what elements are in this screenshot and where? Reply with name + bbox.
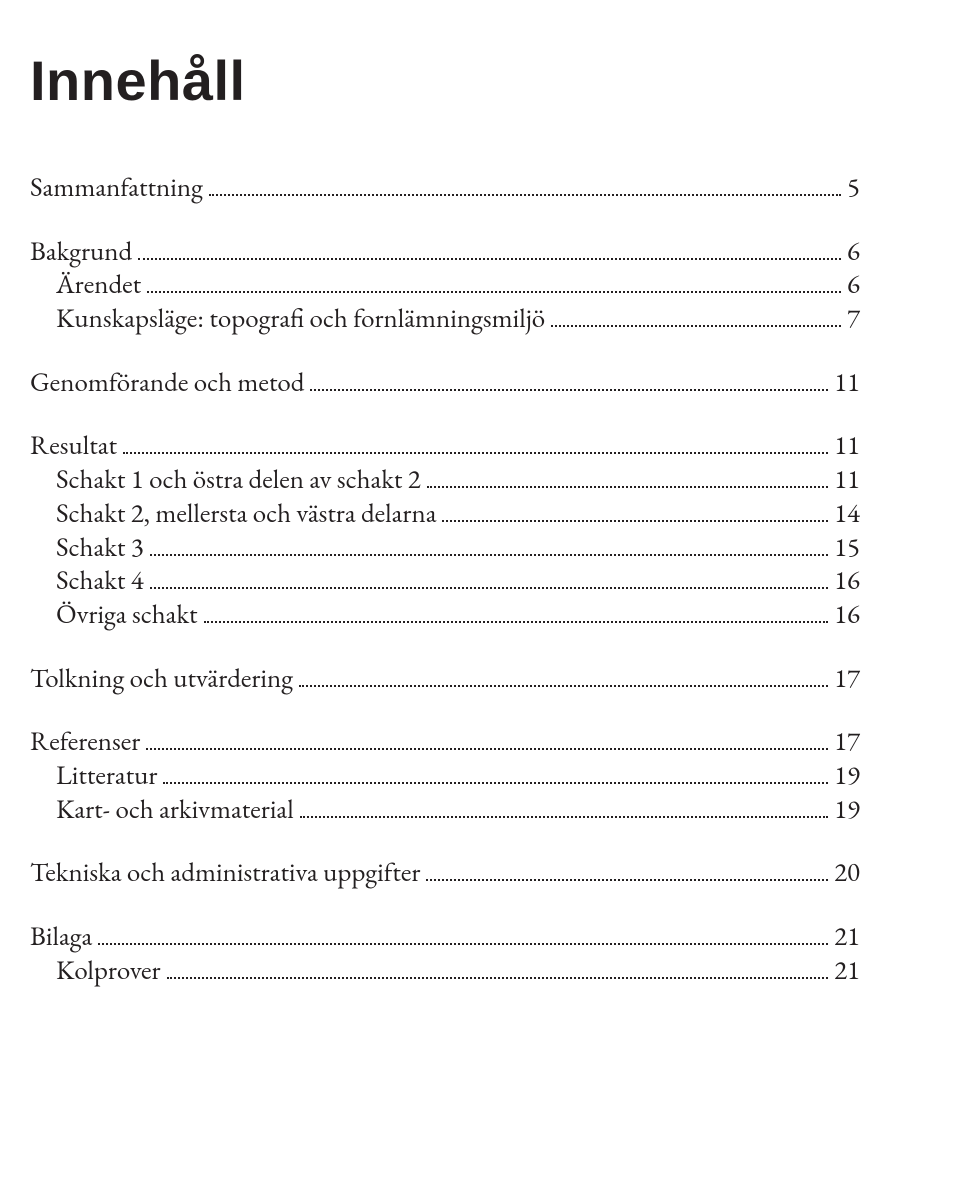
- toc-row: Sammanfattning 5: [30, 173, 860, 203]
- toc-leader: [300, 801, 828, 818]
- toc-label: Kunskapsläge: topografi och fornlämnings…: [56, 304, 545, 334]
- toc-group: Tekniska och administrativa uppgifter 20: [30, 858, 860, 888]
- toc-page-number: 11: [834, 368, 860, 398]
- toc-label: Schakt 1 och östra delen av schakt 2: [56, 465, 421, 495]
- toc-label: Sammanfattning: [30, 173, 203, 203]
- toc-page-number: 6: [847, 237, 860, 267]
- toc-page-number: 19: [834, 795, 860, 825]
- toc-leader: [167, 962, 829, 979]
- toc-row: Schakt 4 16: [30, 566, 860, 596]
- toc-row: Litteratur 19: [30, 761, 860, 791]
- toc-row: Schakt 1 och östra delen av schakt 2 11: [30, 465, 860, 495]
- toc-leader: [204, 606, 829, 623]
- toc-group: Resultat11Schakt 1 och östra delen av sc…: [30, 431, 860, 629]
- toc-row: Tolkning och utvärdering 17: [30, 664, 860, 694]
- toc-label: Övriga schakt: [56, 600, 198, 630]
- toc-leader: [163, 767, 828, 784]
- toc-label: Schakt 3: [56, 533, 144, 563]
- toc-page-number: 11: [834, 431, 860, 461]
- toc-page-number: 21: [834, 956, 860, 986]
- toc-label: Tolkning och utvärdering: [30, 664, 293, 694]
- toc-group: Bilaga 21 Kolprover 21: [30, 922, 860, 985]
- toc-page: Innehåll Sammanfattning5Bakgrund6Ärendet…: [0, 0, 960, 1203]
- toc-group: Tolkning och utvärdering 17: [30, 664, 860, 694]
- toc-page-number: 16: [834, 566, 860, 596]
- toc-label: Tekniska och administrativa uppgifter: [30, 858, 420, 888]
- toc-group: Sammanfattning 5: [30, 173, 860, 203]
- toc-page-number: 6: [847, 270, 860, 300]
- toc-leader: [150, 539, 828, 556]
- toc-page-number: 16: [834, 600, 860, 630]
- toc-row: Schakt 2, mellersta och västra delarna 14: [30, 499, 860, 529]
- toc-row: Bilaga 21: [30, 922, 860, 952]
- toc-leader: [147, 277, 841, 294]
- toc-group: Bakgrund 6 Ärendet 6 Kunskapsläge: topografi…: [30, 237, 860, 334]
- toc-label: Litteratur: [56, 761, 157, 791]
- toc-group: Referenser17Litteratur19Kart- och arkivm…: [30, 727, 860, 824]
- toc-page-number: 17: [834, 664, 860, 694]
- toc-entries: Sammanfattning 5 Bakgrund 6 Ärendet 6 Kunskaps…: [30, 173, 860, 985]
- toc-row: Kart- och arkivmaterial 19: [30, 795, 860, 825]
- toc-row: Resultat 11: [30, 431, 860, 461]
- toc-leader: [146, 733, 828, 750]
- toc-leader: [310, 374, 828, 391]
- toc-label: Ärendet: [56, 270, 141, 300]
- toc-leader: [442, 505, 828, 522]
- toc-page-number: 20: [834, 858, 860, 888]
- toc-row: Kunskapsläge: topografi och fornlämnings…: [30, 304, 860, 334]
- toc-label: Referenser: [30, 727, 140, 757]
- toc-label: Bilaga: [30, 922, 92, 952]
- toc-page-number: 15: [834, 533, 860, 563]
- toc-page-number: 5: [847, 173, 860, 203]
- toc-page-number: 11: [834, 465, 860, 495]
- toc-label: Schakt 2, mellersta och västra delarna: [56, 499, 436, 529]
- toc-label: Bakgrund: [30, 237, 132, 267]
- toc-leader: [426, 864, 828, 881]
- toc-page-number: 21: [834, 922, 860, 952]
- toc-page-number: 7: [847, 304, 860, 334]
- toc-row: Kolprover 21: [30, 956, 860, 986]
- page-title: Innehåll: [30, 48, 860, 113]
- toc-label: Resultat: [30, 431, 117, 461]
- toc-row: Genomförande och metod 11: [30, 368, 860, 398]
- toc-row: Tekniska och administrativa uppgifter 20: [30, 858, 860, 888]
- toc-leader: [138, 243, 841, 260]
- toc-leader: [551, 310, 841, 327]
- toc-page-number: 14: [834, 499, 860, 529]
- toc-leader: [427, 471, 828, 488]
- toc-page-number: 17: [834, 727, 860, 757]
- toc-leader: [123, 438, 828, 455]
- toc-row: Schakt 3 15: [30, 533, 860, 563]
- toc-leader: [98, 928, 828, 945]
- toc-leader: [299, 670, 828, 687]
- toc-label: Kolprover: [56, 956, 161, 986]
- toc-row: Bakgrund 6: [30, 237, 860, 267]
- toc-row: Referenser 17: [30, 727, 860, 757]
- toc-group: Genomförande och metod 11: [30, 368, 860, 398]
- toc-label: Schakt 4: [56, 566, 144, 596]
- toc-leader: [150, 572, 828, 589]
- toc-row: Övriga schakt 16: [30, 600, 860, 630]
- toc-leader: [209, 179, 841, 196]
- toc-label: Genomförande och metod: [30, 368, 304, 398]
- toc-page-number: 19: [834, 761, 860, 791]
- toc-label: Kart- och arkivmaterial: [56, 795, 294, 825]
- toc-row: Ärendet 6: [30, 270, 860, 300]
